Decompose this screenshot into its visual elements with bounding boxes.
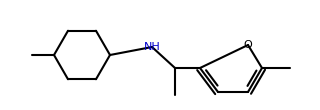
Text: O: O	[244, 40, 252, 50]
Text: NH: NH	[144, 42, 160, 52]
